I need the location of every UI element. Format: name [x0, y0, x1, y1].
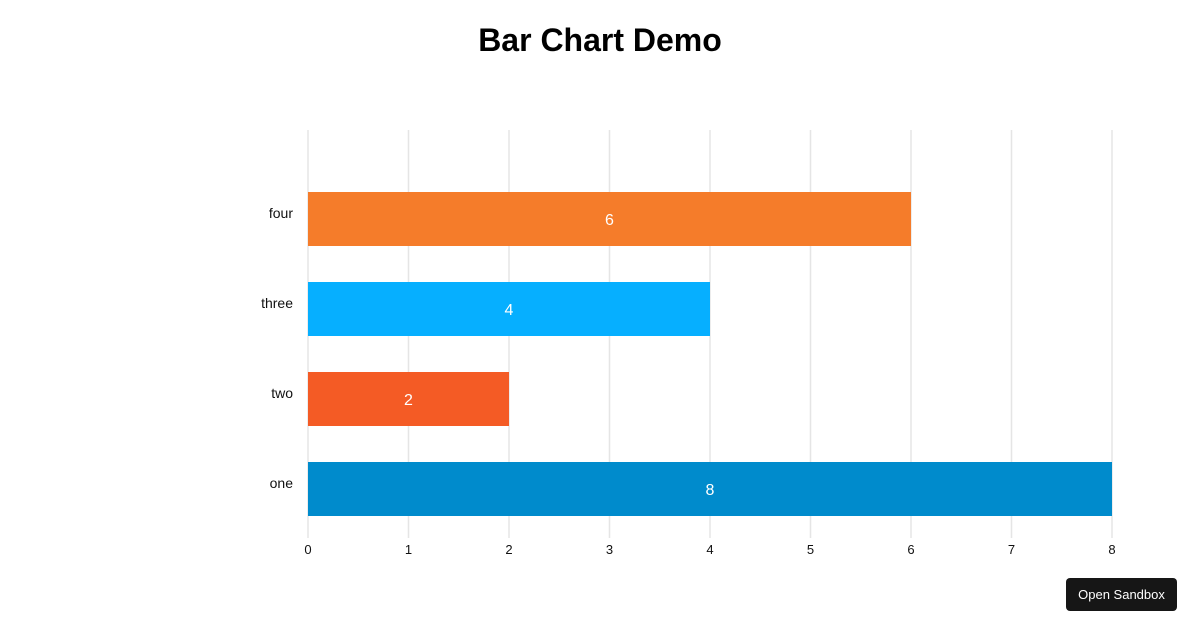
y-tick-label: three [261, 295, 293, 311]
y-tick-label: four [269, 205, 293, 221]
open-sandbox-button[interactable]: Open Sandbox [1066, 578, 1177, 611]
x-tick-label: 8 [1108, 542, 1115, 557]
bar [308, 282, 710, 336]
x-tick-label: 4 [706, 542, 713, 557]
y-tick-label: two [271, 385, 293, 401]
y-tick-label: one [270, 475, 294, 491]
x-tick-label: 3 [606, 542, 613, 557]
bar [308, 372, 509, 426]
x-tick-label: 2 [505, 542, 512, 557]
data-label: 2 [404, 392, 413, 409]
chart-title: Bar Chart Demo [478, 22, 722, 58]
data-label: 8 [706, 482, 715, 499]
bar [308, 462, 1112, 516]
data-label: 4 [505, 302, 514, 319]
x-tick-label: 1 [405, 542, 412, 557]
x-tick-label: 0 [304, 542, 311, 557]
x-tick-label: 5 [807, 542, 814, 557]
x-tick-label: 6 [907, 542, 914, 557]
bar [308, 192, 911, 246]
data-label: 6 [605, 212, 614, 229]
x-tick-label: 7 [1008, 542, 1015, 557]
